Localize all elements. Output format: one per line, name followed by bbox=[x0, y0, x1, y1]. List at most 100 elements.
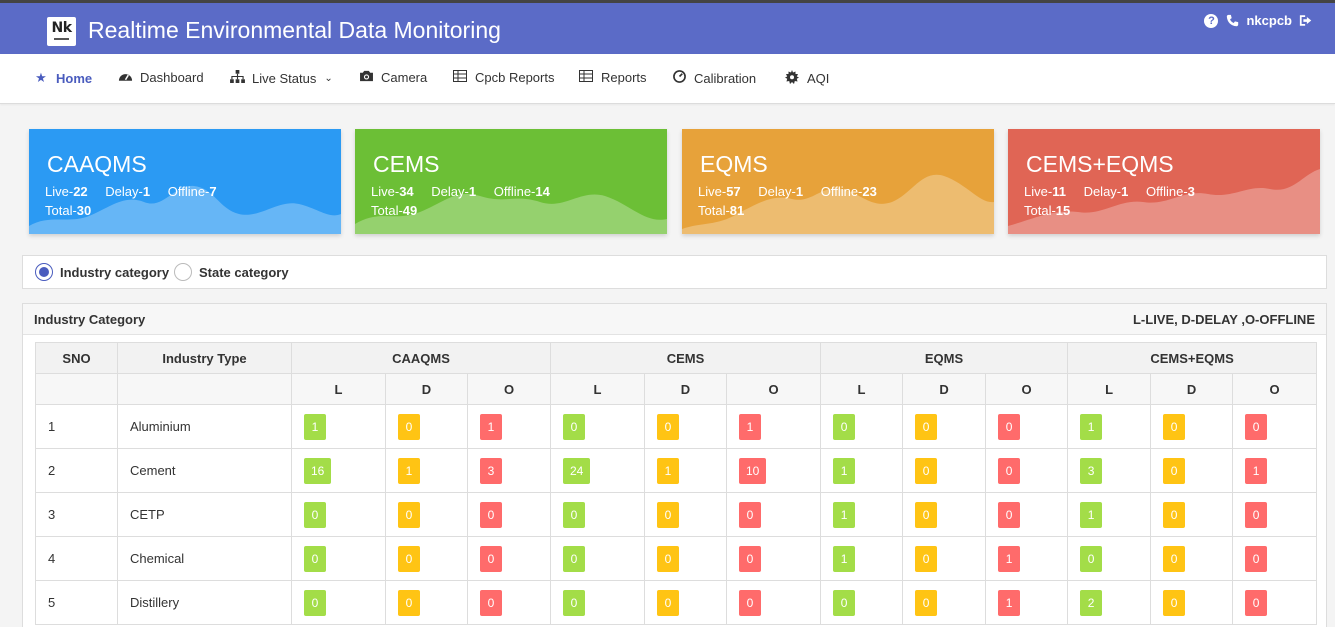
delay-badge[interactable]: 1 bbox=[657, 457, 679, 484]
offline-badge[interactable]: 1 bbox=[1245, 457, 1268, 484]
status-legend: L-LIVE, D-DELAY ,O-OFFLINE bbox=[1132, 312, 1315, 327]
delay-badge[interactable]: 0 bbox=[398, 501, 420, 528]
card-caaqms[interactable]: CAAQMS Live-22 Delay-1 Offline-7 Total-3… bbox=[29, 129, 341, 234]
radio-state-category[interactable]: State category bbox=[174, 263, 289, 281]
live-badge[interactable]: 0 bbox=[304, 589, 326, 616]
offline-badge[interactable]: 1 bbox=[998, 589, 1021, 616]
card-eqms[interactable]: EQMS Live-57 Delay-1 Offline-23 Total-81 bbox=[682, 129, 994, 234]
cell-count: 0 bbox=[550, 536, 645, 581]
card-cems-eqms[interactable]: CEMS+EQMS Live-11 Delay-1 Offline-3 Tota… bbox=[1008, 129, 1320, 234]
radio-industry-label: Industry category bbox=[60, 264, 170, 280]
phone-icon[interactable] bbox=[1225, 14, 1239, 28]
total-count: Total-30 bbox=[45, 203, 92, 218]
delay-badge[interactable]: 0 bbox=[657, 413, 679, 440]
offline-badge[interactable]: 0 bbox=[1245, 589, 1268, 616]
nav-reports[interactable]: Reports bbox=[579, 70, 647, 85]
live-badge[interactable]: 16 bbox=[304, 457, 332, 484]
live-badge[interactable]: 1 bbox=[833, 457, 856, 484]
delay-badge[interactable]: 0 bbox=[1163, 545, 1186, 572]
radio-industry-category[interactable]: Industry category bbox=[35, 263, 169, 281]
cell-industry-type: Aluminium bbox=[117, 404, 292, 449]
wave-decoration bbox=[682, 174, 994, 234]
delay-badge[interactable]: 0 bbox=[915, 413, 938, 440]
offline-badge[interactable]: 1 bbox=[739, 413, 761, 440]
card-cems[interactable]: CEMS Live-34 Delay-1 Offline-14 Total-49 bbox=[355, 129, 667, 234]
cell-count: 0 bbox=[385, 536, 468, 581]
offline-badge[interactable]: 0 bbox=[1245, 501, 1268, 528]
delay-badge[interactable]: 0 bbox=[1163, 457, 1186, 484]
delay-badge[interactable]: 1 bbox=[398, 457, 420, 484]
sub-header-d: D bbox=[1150, 373, 1234, 405]
offline-badge[interactable]: 0 bbox=[480, 589, 502, 616]
nav-live-status[interactable]: Live Status ⌄ bbox=[230, 70, 333, 86]
live-badge[interactable]: 24 bbox=[563, 457, 591, 484]
delay-badge[interactable]: 0 bbox=[657, 545, 679, 572]
delay-badge[interactable]: 0 bbox=[1163, 589, 1186, 616]
offline-badge[interactable]: 0 bbox=[1245, 545, 1268, 572]
app-logo[interactable]: Nk bbox=[47, 17, 76, 46]
live-badge[interactable]: 0 bbox=[833, 413, 856, 440]
offline-badge[interactable]: 0 bbox=[1245, 413, 1268, 440]
delay-badge[interactable]: 0 bbox=[915, 589, 938, 616]
offline-count: Offline-14 bbox=[493, 184, 550, 199]
nav-aqi[interactable]: AQI bbox=[785, 70, 829, 87]
offline-badge[interactable]: 1 bbox=[998, 545, 1021, 572]
offline-badge[interactable]: 3 bbox=[480, 457, 502, 484]
offline-badge[interactable]: 0 bbox=[739, 545, 761, 572]
cell-count: 1 bbox=[820, 536, 904, 581]
delay-badge[interactable]: 0 bbox=[915, 545, 938, 572]
offline-badge[interactable]: 0 bbox=[998, 457, 1021, 484]
cog-icon bbox=[785, 70, 799, 87]
offline-badge[interactable]: 0 bbox=[998, 501, 1021, 528]
cell-count: 1 bbox=[385, 448, 468, 493]
live-badge[interactable]: 0 bbox=[563, 501, 585, 528]
logout-icon[interactable] bbox=[1299, 14, 1313, 28]
offline-badge[interactable]: 0 bbox=[998, 413, 1021, 440]
delay-badge[interactable]: 0 bbox=[398, 545, 420, 572]
radio-button[interactable] bbox=[174, 263, 192, 281]
live-badge[interactable]: 0 bbox=[1080, 545, 1103, 572]
col-header-industry-type[interactable]: Industry Type bbox=[117, 342, 292, 374]
delay-badge[interactable]: 0 bbox=[915, 501, 938, 528]
live-badge[interactable]: 1 bbox=[833, 545, 856, 572]
offline-badge[interactable]: 0 bbox=[480, 501, 502, 528]
nav-dashboard[interactable]: Dashboard bbox=[118, 70, 204, 85]
nav-camera[interactable]: Camera bbox=[359, 70, 427, 85]
live-badge[interactable]: 1 bbox=[833, 501, 856, 528]
cell-count: 1 bbox=[820, 448, 904, 493]
nav-cpcb-reports[interactable]: Cpcb Reports bbox=[453, 70, 554, 85]
cell-industry-type: Chemical bbox=[117, 536, 292, 581]
live-badge[interactable]: 1 bbox=[1080, 501, 1103, 528]
cell-count: 0 bbox=[550, 492, 645, 537]
delay-badge[interactable]: 0 bbox=[657, 501, 679, 528]
delay-badge[interactable]: 0 bbox=[915, 457, 938, 484]
delay-badge[interactable]: 0 bbox=[398, 589, 420, 616]
col-header-sno[interactable]: SNO bbox=[35, 342, 118, 374]
live-badge[interactable]: 2 bbox=[1080, 589, 1103, 616]
live-badge[interactable]: 0 bbox=[563, 413, 585, 440]
offline-badge[interactable]: 10 bbox=[739, 457, 767, 484]
empty-header-cell bbox=[35, 373, 118, 405]
offline-badge[interactable]: 0 bbox=[739, 589, 761, 616]
offline-badge[interactable]: 0 bbox=[739, 501, 761, 528]
delay-badge[interactable]: 0 bbox=[657, 589, 679, 616]
live-badge[interactable]: 1 bbox=[1080, 413, 1103, 440]
help-icon[interactable]: ? bbox=[1204, 13, 1219, 28]
offline-badge[interactable]: 0 bbox=[480, 545, 502, 572]
nav-home[interactable]: ★ Home bbox=[34, 70, 92, 86]
live-badge[interactable]: 0 bbox=[833, 589, 856, 616]
live-badge[interactable]: 0 bbox=[304, 501, 326, 528]
delay-badge[interactable]: 0 bbox=[1163, 413, 1186, 440]
live-badge[interactable]: 0 bbox=[304, 545, 326, 572]
live-badge[interactable]: 3 bbox=[1080, 457, 1103, 484]
wave-decoration bbox=[355, 194, 667, 234]
username[interactable]: nkcpcb bbox=[1246, 13, 1292, 28]
offline-badge[interactable]: 1 bbox=[480, 413, 502, 440]
live-badge[interactable]: 0 bbox=[563, 589, 585, 616]
live-badge[interactable]: 0 bbox=[563, 545, 585, 572]
nav-calibration[interactable]: Calibration bbox=[672, 70, 756, 86]
radio-button-selected[interactable] bbox=[35, 263, 53, 281]
live-badge[interactable]: 1 bbox=[304, 413, 326, 440]
delay-badge[interactable]: 0 bbox=[398, 413, 420, 440]
delay-badge[interactable]: 0 bbox=[1163, 501, 1186, 528]
